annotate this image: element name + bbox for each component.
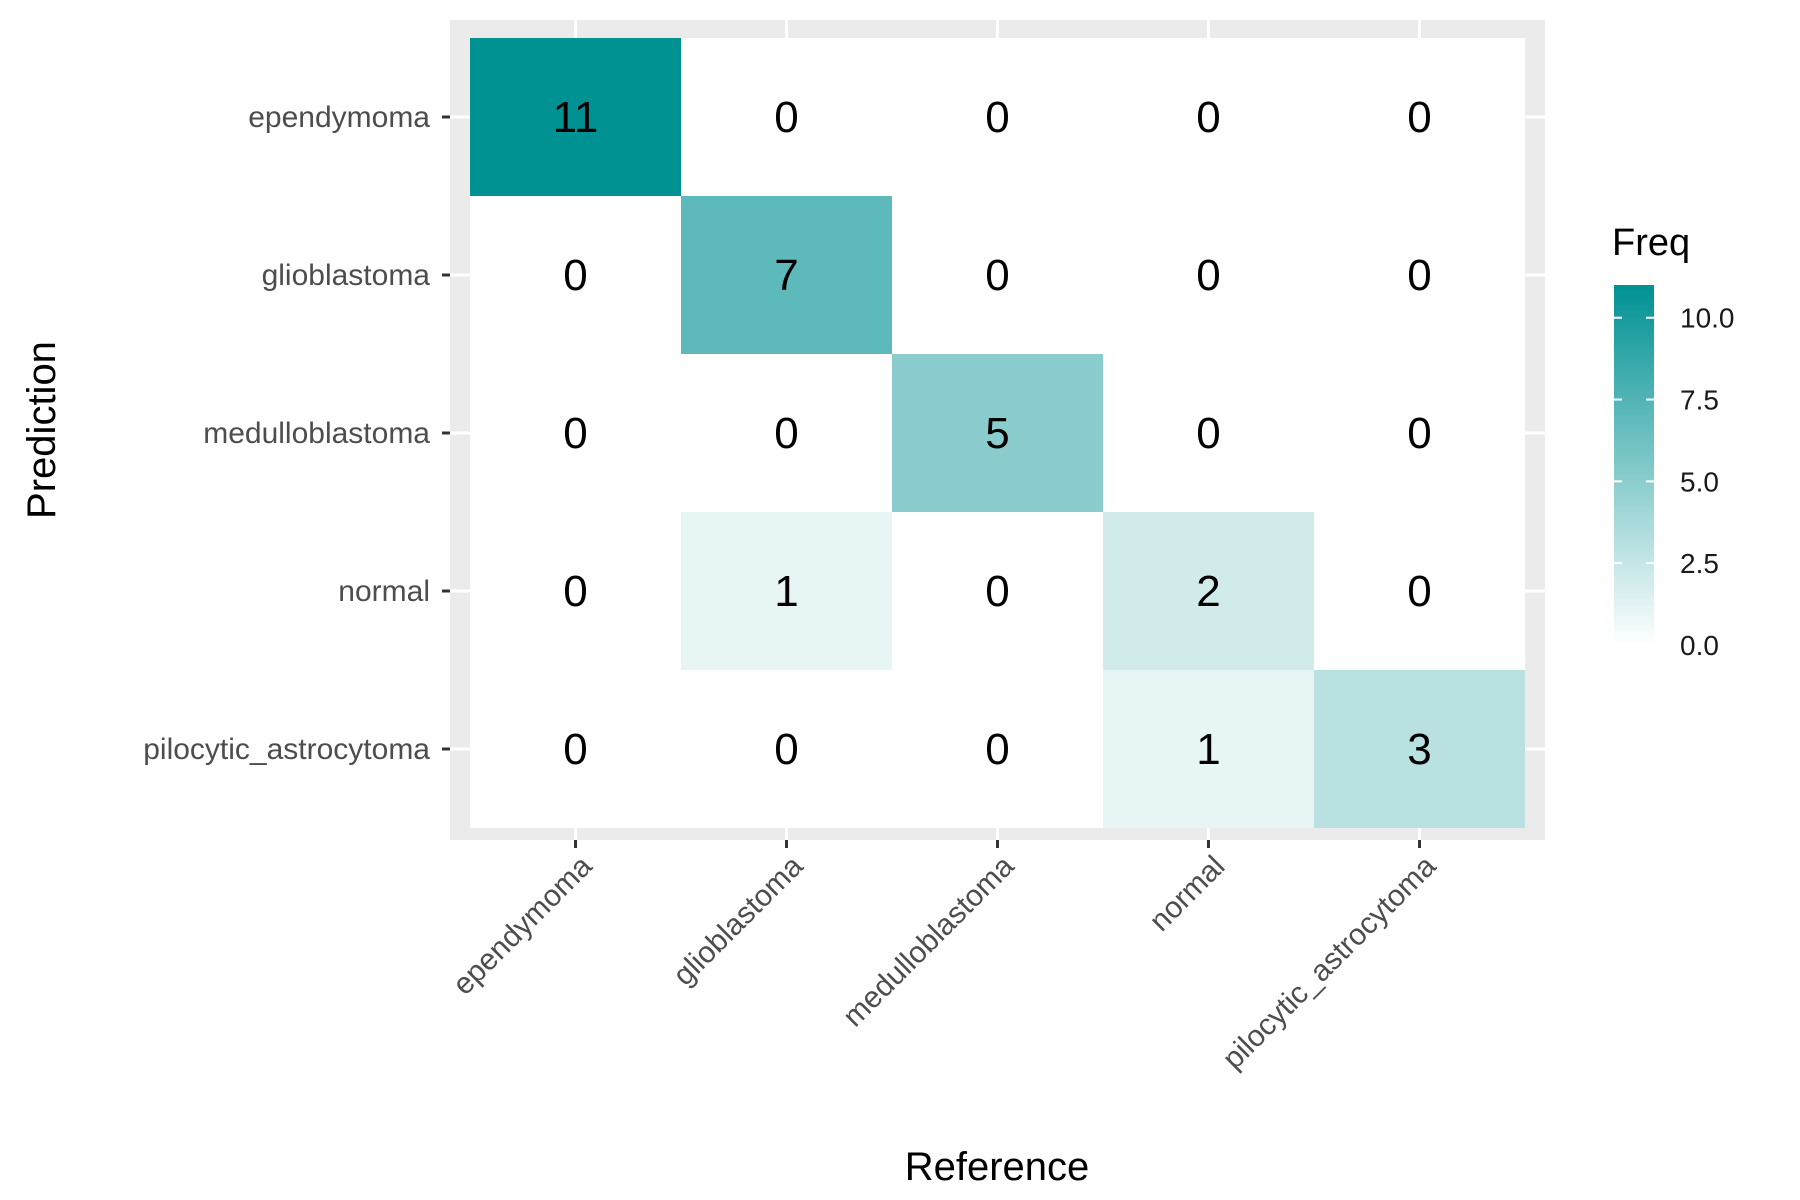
- y-tick-label: glioblastoma: [262, 259, 431, 292]
- heatmap-tile: [892, 196, 1103, 354]
- heatmap-tile: [1314, 670, 1525, 828]
- heatmap-tile: [681, 512, 892, 670]
- heatmap-tile: [892, 354, 1103, 512]
- cell-value-label: 0: [1196, 409, 1220, 458]
- heatmap-tile: [892, 670, 1103, 828]
- cell-value-label: 0: [1407, 93, 1431, 142]
- legend-title: Freq: [1612, 222, 1690, 264]
- heatmap-tile: [1314, 512, 1525, 670]
- heatmap-tile: [1103, 512, 1314, 670]
- x-axis: ependymoma glioblastoma medulloblastoma nor…: [447, 840, 1443, 1076]
- heatmap-tile: [470, 512, 681, 670]
- heatmap-tile: [681, 38, 892, 196]
- heatmap-tile: [1314, 354, 1525, 512]
- cell-value-label: 3: [1407, 725, 1431, 774]
- cell-value-label: 0: [1407, 409, 1431, 458]
- legend-ticks: 0.0 2.5 5.0 7.5 10.0: [1614, 303, 1735, 661]
- heatmap-tile: [1103, 670, 1314, 828]
- cell-value-label: 0: [1196, 93, 1220, 142]
- cell-value-label: 1: [1196, 725, 1220, 774]
- cell-value-label: 0: [774, 409, 798, 458]
- heatmap-tile: [681, 196, 892, 354]
- legend-tick-label: 5.0: [1680, 466, 1719, 497]
- heatmap-tile: [1103, 196, 1314, 354]
- cell-value-label: 5: [985, 409, 1009, 458]
- x-axis-title: Reference: [905, 1145, 1090, 1189]
- y-axis: ependymoma glioblastoma medulloblastoma nor…: [143, 101, 450, 766]
- cell-value-label: 0: [985, 567, 1009, 616]
- y-tick-label: medulloblastoma: [203, 417, 430, 450]
- heatmap-tile: [1103, 38, 1314, 196]
- legend-tick-label: 0.0: [1680, 630, 1719, 661]
- cell-values: 11 0 0 0 0 0 7 0 0 0 0 0 5 0 0 0 1 0 2 0 0 0 0 1 3: [553, 93, 1432, 774]
- cell-value-label: 0: [1196, 251, 1220, 300]
- cell-value-label: 0: [563, 251, 587, 300]
- heatmap-tile: [681, 354, 892, 512]
- cell-value-label: 0: [985, 725, 1009, 774]
- legend-tick-label: 10.0: [1680, 303, 1735, 334]
- x-tick-label: ependymoma: [447, 849, 599, 1001]
- y-axis-title: Prediction: [20, 341, 64, 519]
- cell-value-label: 0: [985, 93, 1009, 142]
- heatmap-tile: [470, 670, 681, 828]
- y-tick-label: ependymoma: [248, 101, 430, 134]
- x-tick-label: medulloblastoma: [837, 849, 1021, 1033]
- heatmap-tile: [1314, 38, 1525, 196]
- legend-colorbar: [1614, 285, 1654, 645]
- heatmap-tiles: [470, 38, 1525, 828]
- cell-value-label: 0: [1407, 567, 1431, 616]
- legend-tick-label: 7.5: [1680, 385, 1719, 416]
- heatmap-tile: [681, 670, 892, 828]
- heatmap-tile: [1314, 196, 1525, 354]
- cell-value-label: 0: [985, 251, 1009, 300]
- cell-value-label: 7: [774, 251, 798, 300]
- heatmap-tile: [470, 354, 681, 512]
- cell-value-label: 1: [774, 567, 798, 616]
- y-tick-label: normal: [338, 575, 430, 608]
- cell-value-label: 0: [563, 725, 587, 774]
- x-tick-label: normal: [1143, 850, 1231, 938]
- y-tick-label: pilocytic_astrocytoma: [143, 733, 430, 766]
- cell-value-label: 0: [563, 409, 587, 458]
- cell-value-label: 0: [563, 567, 587, 616]
- x-tick-label: glioblastoma: [667, 849, 810, 992]
- heatmap-tile: [892, 38, 1103, 196]
- cell-value-label: 0: [774, 725, 798, 774]
- heatmap-tile: [470, 38, 681, 196]
- heatmap-tile: [470, 196, 681, 354]
- cell-value-label: 0: [774, 93, 798, 142]
- cell-value-label: 11: [553, 93, 599, 142]
- cell-value-label: 0: [1407, 251, 1431, 300]
- heatmap-tile: [892, 512, 1103, 670]
- x-tick-label: pilocytic_astrocytoma: [1216, 849, 1442, 1075]
- cell-value-label: 2: [1196, 567, 1220, 616]
- legend-tick-label: 2.5: [1680, 548, 1719, 579]
- heatmap-tile: [1103, 354, 1314, 512]
- color-legend: Freq 0.0 2.5 5.0 7.5 10.0: [1612, 222, 1735, 661]
